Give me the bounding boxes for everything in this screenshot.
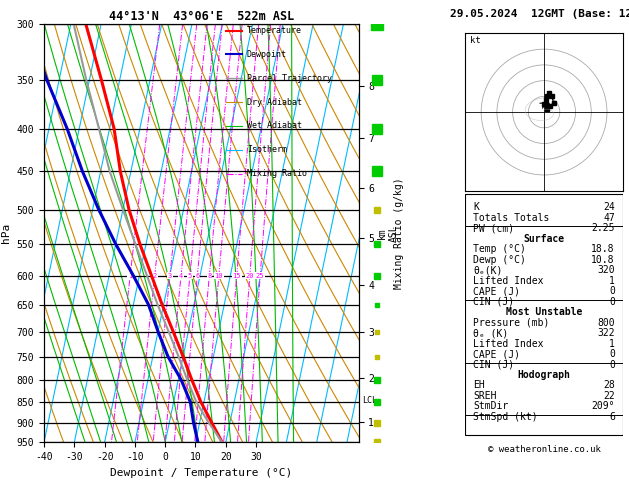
- Text: Lifted Index: Lifted Index: [474, 276, 544, 286]
- Text: Wet Adiabat: Wet Adiabat: [247, 122, 302, 130]
- Text: CAPE (J): CAPE (J): [474, 286, 520, 296]
- Text: 47: 47: [603, 213, 615, 223]
- Text: Most Unstable: Most Unstable: [506, 307, 582, 317]
- Text: kt: kt: [470, 36, 481, 45]
- Text: 10: 10: [214, 273, 223, 278]
- Text: Temperature: Temperature: [247, 26, 302, 35]
- X-axis label: Dewpoint / Temperature (°C): Dewpoint / Temperature (°C): [110, 468, 292, 478]
- Text: StmSpd (kt): StmSpd (kt): [474, 412, 538, 422]
- Text: SREH: SREH: [474, 391, 497, 401]
- Text: Totals Totals: Totals Totals: [474, 213, 550, 223]
- Text: 28: 28: [603, 381, 615, 390]
- Text: 320: 320: [597, 265, 615, 275]
- Text: 20: 20: [245, 273, 254, 278]
- Text: CIN (J): CIN (J): [474, 360, 515, 369]
- Text: Mixing Ratio: Mixing Ratio: [247, 169, 307, 178]
- Text: Lifted Index: Lifted Index: [474, 339, 544, 348]
- Text: EH: EH: [474, 381, 485, 390]
- Text: 10.8: 10.8: [591, 255, 615, 265]
- Text: LCL: LCL: [362, 397, 377, 405]
- Text: PW (cm): PW (cm): [474, 223, 515, 233]
- Text: 0: 0: [609, 360, 615, 369]
- Text: 0: 0: [609, 286, 615, 296]
- Text: 0: 0: [609, 296, 615, 307]
- Text: Temp (°C): Temp (°C): [474, 244, 526, 254]
- Bar: [465, 194, 623, 435]
- Text: 800: 800: [597, 317, 615, 328]
- Text: Surface: Surface: [523, 234, 565, 244]
- Text: 1: 1: [609, 339, 615, 348]
- Text: 2.25: 2.25: [591, 223, 615, 233]
- Text: 24: 24: [603, 202, 615, 212]
- Text: 6: 6: [195, 273, 199, 278]
- Text: 18.8: 18.8: [591, 244, 615, 254]
- Text: 209°: 209°: [591, 401, 615, 412]
- Y-axis label: hPa: hPa: [1, 223, 11, 243]
- Text: 3: 3: [168, 273, 172, 278]
- Text: StmDir: StmDir: [474, 401, 509, 412]
- Text: © weatheronline.co.uk: © weatheronline.co.uk: [487, 445, 601, 454]
- Text: 22: 22: [603, 391, 615, 401]
- Text: Isotherm: Isotherm: [247, 145, 287, 154]
- Text: CIN (J): CIN (J): [474, 296, 515, 307]
- Text: K: K: [474, 202, 479, 212]
- Text: 2: 2: [153, 273, 157, 278]
- Text: Hodograph: Hodograph: [518, 370, 571, 380]
- Y-axis label: km
ASL: km ASL: [377, 225, 399, 242]
- Title: 44°13'N  43°06'E  522m ASL: 44°13'N 43°06'E 522m ASL: [109, 10, 294, 23]
- Text: 8: 8: [207, 273, 211, 278]
- Text: Mixing Ratio (g/kg): Mixing Ratio (g/kg): [394, 177, 404, 289]
- Text: 25: 25: [256, 273, 264, 278]
- Text: CAPE (J): CAPE (J): [474, 349, 520, 359]
- Text: 4: 4: [179, 273, 183, 278]
- Text: 15: 15: [233, 273, 241, 278]
- Text: 5: 5: [188, 273, 192, 278]
- Text: 0: 0: [609, 349, 615, 359]
- Text: Pressure (mb): Pressure (mb): [474, 317, 550, 328]
- Text: 29.05.2024  12GMT (Base: 12): 29.05.2024 12GMT (Base: 12): [450, 9, 629, 19]
- Text: 322: 322: [597, 328, 615, 338]
- Text: 6: 6: [609, 412, 615, 422]
- Text: Dry Adiabat: Dry Adiabat: [247, 98, 302, 106]
- Text: θₑ(K): θₑ(K): [474, 265, 503, 275]
- Text: 1: 1: [609, 276, 615, 286]
- Text: 1: 1: [128, 273, 132, 278]
- Text: Dewpoint: Dewpoint: [247, 50, 287, 59]
- Text: Dewp (°C): Dewp (°C): [474, 255, 526, 265]
- Text: θₑ (K): θₑ (K): [474, 328, 509, 338]
- Text: Parcel Trajectory: Parcel Trajectory: [247, 74, 332, 83]
